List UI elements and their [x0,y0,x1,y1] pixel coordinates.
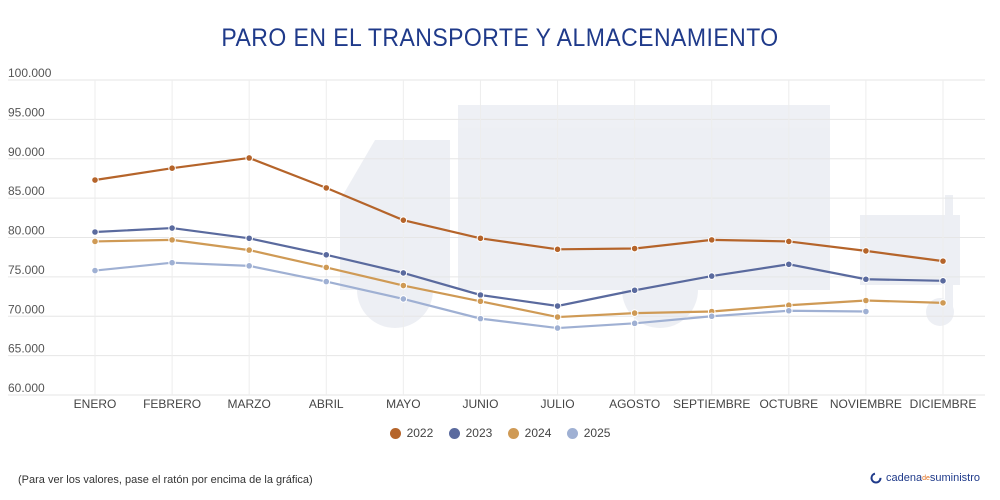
data-point-2024[interactable] [399,281,408,290]
data-point-2025[interactable] [630,319,639,328]
data-point-2024[interactable] [91,237,99,246]
legend-item-2022[interactable]: 2022 [389,426,434,440]
data-point-2025[interactable] [168,258,176,267]
data-point-2023[interactable] [939,277,947,285]
x-tick-label: NOVIEMBRE [830,397,902,411]
chart-title: PARO EN EL TRANSPORTE Y ALMACENAMIENTO [221,24,779,52]
data-point-2022[interactable] [707,236,716,244]
data-point-2023[interactable] [476,291,485,299]
y-tick-label: 80.000 [8,224,45,238]
brand-name-part2: de [922,474,930,482]
x-tick-label: AGOSTO [609,397,660,411]
data-point-2025[interactable] [476,314,485,323]
brand-logo[interactable]: cadena de suministro [870,472,980,484]
x-tick-label: MAYO [386,397,420,411]
brand-name-part1: cadena [885,472,923,484]
series-line-2024 [94,238,944,319]
x-tick-label: OCTUBRE [759,397,818,411]
y-tick-label: 75.000 [8,263,45,277]
data-point-2024[interactable] [168,236,176,244]
legend-label-2022: 2022 [406,426,434,440]
data-point-2022[interactable] [91,176,99,184]
data-point-2024[interactable] [862,296,870,305]
y-tick-label: 70.000 [8,302,45,316]
data-point-2025[interactable] [707,312,716,321]
data-point-2023[interactable] [707,272,716,280]
legend-marker-2023 [448,427,460,439]
data-point-2023[interactable] [168,224,176,232]
series-line-2022 [94,156,944,263]
data-point-2023[interactable] [862,275,870,284]
y-tick-label: 95.000 [8,105,45,119]
data-point-2023[interactable] [630,286,639,295]
legend-item-2025[interactable]: 2025 [566,426,611,440]
data-point-2025[interactable] [91,266,99,275]
data-point-2023[interactable] [785,260,793,269]
y-tick-label: 100.000 [8,66,52,80]
legend-label-2024: 2024 [524,426,552,440]
x-tick-label: DICIEMBRE [910,397,977,411]
x-tick-label: SEPTIEMBRE [673,397,750,411]
y-tick-label: 60.000 [8,381,45,395]
data-point-2024[interactable] [476,297,485,306]
data-point-2025[interactable] [322,277,331,286]
legend-item-2023[interactable]: 2023 [448,426,493,440]
data-point-2025[interactable] [399,295,408,303]
footnote: (Para ver los valores, pase el ratón por… [18,474,313,486]
data-point-2025[interactable] [553,324,562,332]
data-point-2024[interactable] [630,309,639,317]
series-line-2023 [94,226,944,308]
data-point-2024[interactable] [939,299,947,307]
brand-logo-icon [870,472,882,484]
data-point-2022[interactable] [168,164,176,172]
brand-name-part3: suministro [929,472,980,484]
legend: 2022 2023 2024 2025 [0,426,1000,442]
data-point-2024[interactable] [322,263,331,272]
data-point-2022[interactable] [399,216,408,224]
x-tick-label: MARZO [228,397,271,411]
data-point-2022[interactable] [939,257,947,265]
legend-marker-2022 [389,427,401,439]
data-point-2022[interactable] [630,244,639,253]
data-point-2023[interactable] [91,228,99,236]
data-point-2022[interactable] [245,154,253,162]
data-point-2022[interactable] [553,245,562,254]
x-tick-label: JULIO [541,397,575,411]
legend-label-2025: 2025 [583,426,611,440]
legend-marker-2025 [566,427,578,439]
y-tick-label: 90.000 [8,145,45,159]
x-tick-label: ENERO [74,397,117,411]
data-point-2023[interactable] [399,269,408,277]
x-tick-label: ABRIL [309,397,344,411]
data-point-2022[interactable] [785,237,793,246]
legend-item-2024[interactable]: 2024 [507,426,552,440]
x-tick-label: JUNIO [462,397,498,411]
data-point-2025[interactable] [245,262,253,270]
y-tick-label: 85.000 [8,184,45,198]
data-point-2023[interactable] [553,302,562,310]
data-point-2022[interactable] [322,184,331,192]
data-point-2023[interactable] [245,234,253,243]
data-point-2025[interactable] [785,306,793,315]
y-tick-label: 65.000 [8,342,45,356]
truck-watermark-icon [340,105,960,328]
data-point-2025[interactable] [862,307,870,316]
legend-label-2023: 2023 [465,426,493,440]
data-point-2022[interactable] [476,234,485,243]
data-point-2024[interactable] [553,313,562,321]
x-tick-label: FEBRERO [143,397,201,411]
legend-marker-2024 [507,427,519,439]
data-point-2022[interactable] [862,247,870,255]
data-point-2023[interactable] [322,251,331,259]
data-point-2024[interactable] [245,246,253,254]
